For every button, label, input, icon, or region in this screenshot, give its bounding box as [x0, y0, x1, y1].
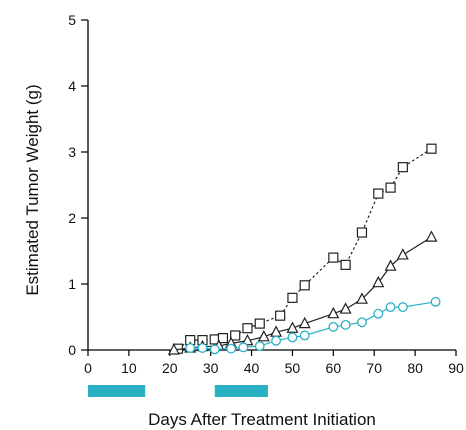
axes — [87, 20, 456, 351]
data-point-circle — [299, 330, 310, 341]
series-square — [172, 143, 437, 354]
x-tick-label: 20 — [162, 360, 178, 376]
data-point-circle — [185, 343, 196, 353]
y-tick-label: 0 — [68, 342, 76, 358]
data-point-circle — [397, 302, 408, 313]
series-circle — [185, 296, 441, 355]
data-point-circle — [238, 342, 249, 353]
y-tick-label: 5 — [68, 12, 76, 28]
data-point-square — [328, 252, 339, 263]
treatment-period-bar — [88, 385, 146, 397]
series-triangle — [167, 230, 438, 355]
data-point-circle — [340, 319, 351, 330]
x-tick-label: 0 — [84, 360, 92, 376]
data-point-triangle — [384, 259, 397, 271]
y-tick-label: 3 — [68, 144, 76, 160]
x-tick-label: 50 — [285, 360, 301, 376]
data-point-square — [340, 259, 351, 270]
x-axis-title: Days After Treatment Initiation — [148, 410, 376, 429]
data-point-triangle — [257, 330, 270, 342]
data-point-triangle — [396, 248, 409, 260]
data-point-triangle — [355, 292, 368, 304]
data-point-triangle — [327, 306, 340, 319]
series-line — [190, 301, 436, 350]
data-point-square — [373, 188, 384, 199]
x-tick-label: 30 — [203, 360, 219, 376]
data-point-square — [230, 330, 241, 341]
data-point-circle — [430, 296, 441, 307]
data-point-circle — [385, 302, 396, 313]
data-point-circle — [357, 317, 367, 328]
y-tick-label: 1 — [68, 276, 76, 292]
data-point-square — [242, 323, 253, 334]
series-layer — [167, 143, 441, 355]
y-axis-title: Estimated Tumor Weight (g) — [23, 84, 42, 295]
treatment-bars — [88, 385, 268, 397]
data-point-square — [426, 143, 437, 154]
data-point-square — [385, 182, 396, 193]
data-point-circle — [373, 308, 384, 319]
x-tick-label: 40 — [244, 360, 260, 376]
x-tick-label: 60 — [326, 360, 342, 376]
x-tick-label: 10 — [121, 360, 137, 376]
data-point-square — [287, 292, 298, 303]
data-point-triangle — [339, 302, 352, 314]
x-tick-label: 80 — [407, 360, 423, 376]
data-point-triangle — [298, 316, 311, 329]
data-point-square — [299, 280, 310, 291]
data-point-circle — [226, 343, 237, 354]
data-point-square — [254, 318, 265, 329]
data-point-square — [275, 310, 286, 321]
data-point-triangle — [425, 230, 438, 242]
data-point-circle — [271, 335, 282, 346]
data-point-circle — [287, 332, 298, 343]
data-point-circle — [254, 341, 265, 351]
x-tick-label: 90 — [448, 360, 464, 376]
data-point-square — [397, 162, 408, 173]
treatment-period-bar — [214, 385, 268, 397]
data-point-circle — [328, 321, 339, 332]
data-point-square — [356, 227, 368, 238]
data-point-triangle — [286, 321, 299, 333]
data-point-triangle — [372, 275, 385, 288]
y-tick-label: 2 — [68, 210, 76, 226]
data-point-circle — [209, 344, 220, 355]
x-tick-label: 70 — [366, 360, 382, 376]
data-point-circle — [197, 343, 208, 353]
data-point-square — [217, 333, 229, 344]
data-point-triangle — [167, 343, 180, 355]
y-tick-label: 4 — [68, 78, 76, 94]
